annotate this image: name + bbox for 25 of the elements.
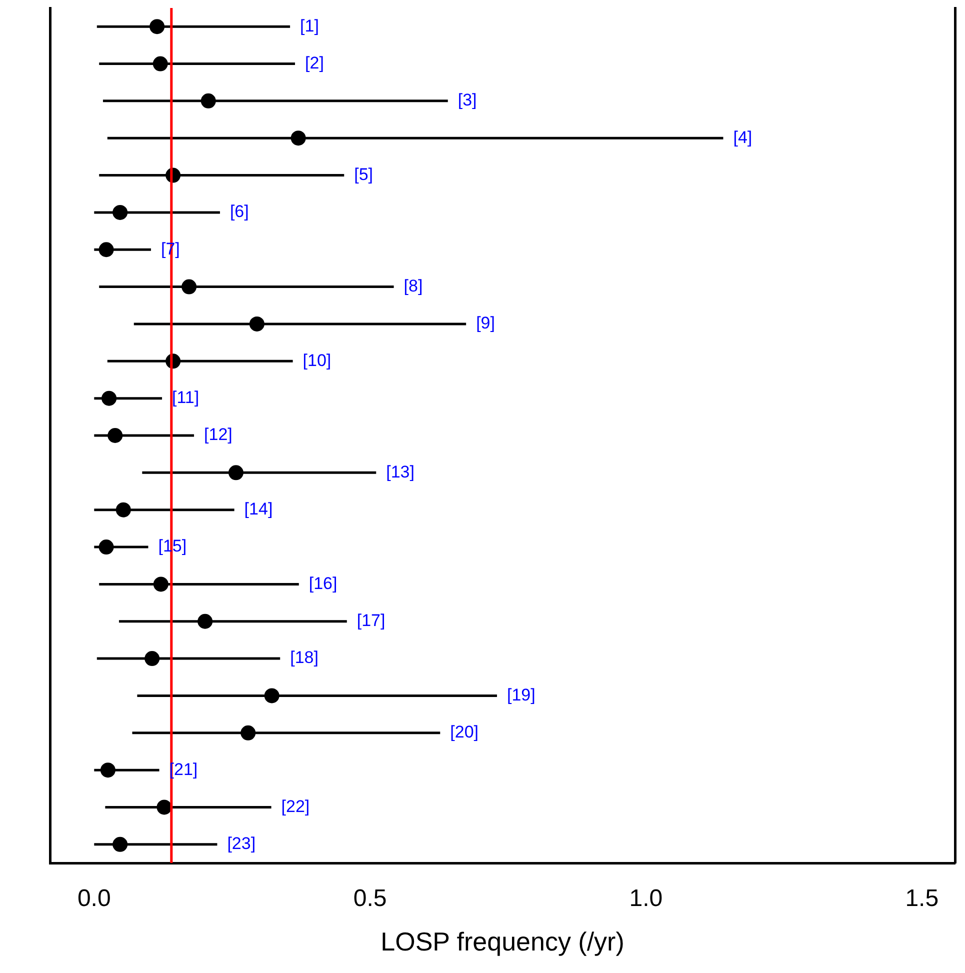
x-tick-label: 1.0 [629, 885, 663, 912]
annotation: [16] [308, 574, 338, 593]
annotation: [4] [733, 128, 752, 147]
annotation: [3] [458, 90, 477, 110]
annotation: [13] [386, 462, 414, 482]
annotation: [10] [302, 350, 332, 370]
annotation: [5] [354, 164, 374, 184]
annotation: [14] [244, 500, 273, 519]
annotation: [22] [281, 796, 310, 816]
annotation: [9] [476, 314, 495, 333]
x-tick-label: 0.5 [353, 885, 387, 912]
x-axis-title: LOSP frequency (/yr) [380, 926, 624, 957]
annotation: [23] [227, 834, 256, 854]
x-tick-label: 1.5 [905, 885, 939, 912]
annotation: [17] [356, 611, 386, 630]
annotation: [1] [300, 16, 319, 36]
annotation: [8] [404, 276, 423, 296]
annotation: [11] [172, 388, 200, 408]
annotation: [12] [204, 425, 232, 444]
annotation: [2] [305, 53, 324, 72]
x-tick-label: 0.0 [77, 885, 111, 912]
annotation: [18] [290, 648, 318, 668]
annotation: [19] [506, 685, 536, 704]
annotation: [20] [450, 722, 479, 742]
annotation: [6] [230, 202, 249, 222]
